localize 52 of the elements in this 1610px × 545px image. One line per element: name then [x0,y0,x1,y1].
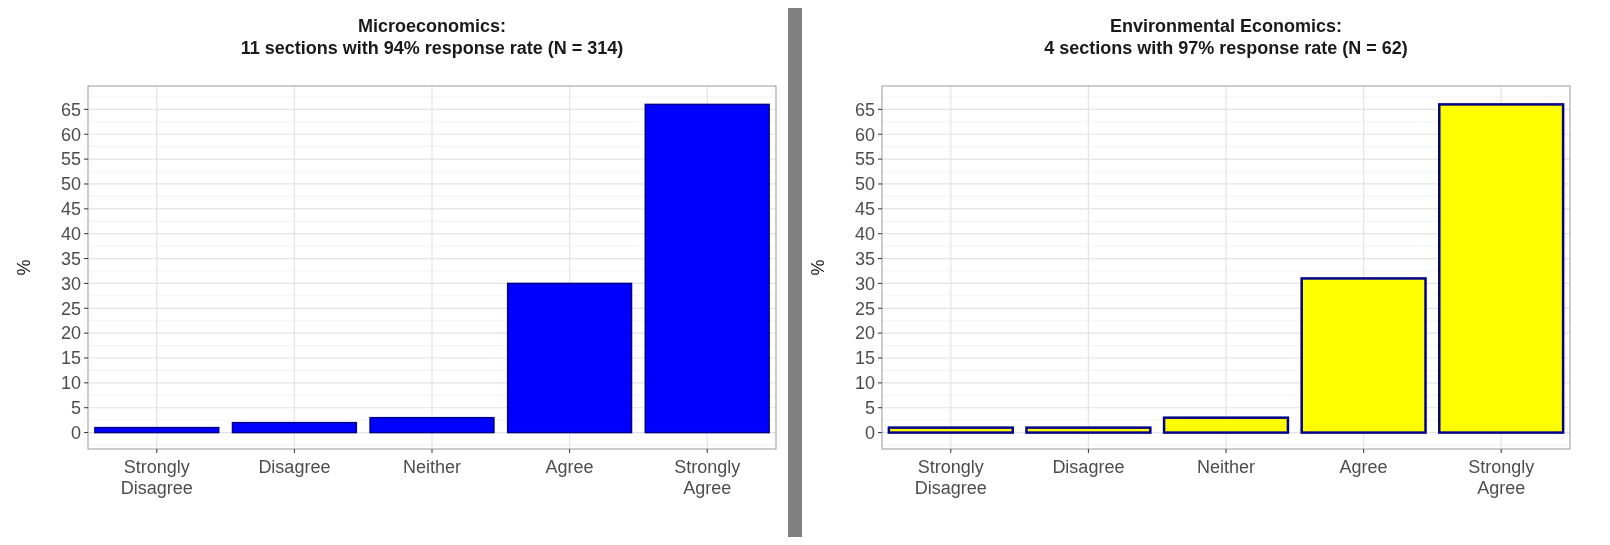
y-tick-label: 20 [854,323,875,344]
x-tick-label: Neither [1196,457,1256,477]
x-tick-label: Disagree [1052,457,1125,477]
x-tick-label: Strongly Agree [1468,457,1535,498]
y-tick-label: 40 [60,223,81,244]
bar [1438,103,1565,434]
x-tick-label: Strongly Agree [674,457,741,498]
y-tick-label: 15 [60,348,81,369]
y-tick-label: 10 [854,373,875,394]
y-tick-label: 65 [60,99,81,120]
y-tick-label: 40 [854,223,875,244]
x-tick-label: Strongly Disagree [914,457,987,498]
y-tick-label: 60 [60,124,81,145]
x-tick-label: Neither [402,457,462,477]
y-axis-title: % [14,259,34,276]
y-tick-label: 35 [60,248,81,269]
y-tick-label: 5 [864,398,875,419]
bar [94,426,220,434]
y-tick-label: 30 [60,273,81,294]
bar [1025,426,1152,434]
y-tick-label: 55 [60,149,81,170]
y-tick-label: 50 [60,174,81,195]
chart-title: Environmental Economics: 4 sections with 97% response rate (N = 62) [1044,16,1408,58]
bar [369,416,495,434]
bar [231,421,358,434]
y-tick-label: 0 [70,422,81,443]
y-tick-label: 25 [60,298,81,319]
y-tick-label: 45 [854,199,875,220]
y-tick-label: 65 [854,99,875,120]
bar [1162,416,1290,434]
bar [887,426,1014,434]
y-tick-label: 20 [60,323,81,344]
x-tick-label: Strongly Disagree [120,457,193,498]
y-tick-label: 35 [854,248,875,269]
y-tick-label: 50 [854,174,875,195]
x-tick-label: Agree [1339,457,1388,477]
y-tick-label: 60 [854,124,875,145]
y-tick-label: 10 [60,373,81,394]
x-tick-label: Agree [545,457,594,477]
y-tick-label: 0 [864,422,875,443]
y-tick-label: 15 [854,348,875,369]
bar [644,103,770,434]
y-tick-label: 5 [70,398,81,419]
y-tick-label: 30 [854,273,875,294]
y-tick-label: 55 [854,149,875,170]
chart-title: Microeconomics: 11 sections with 94% response rate (N = 314) [240,16,624,58]
y-tick-label: 45 [60,199,81,220]
y-tick-label: 25 [854,298,875,319]
bar [506,282,633,434]
bar [1300,277,1427,434]
y-axis-title: % [808,259,828,276]
x-tick-label: Disagree [258,457,331,477]
